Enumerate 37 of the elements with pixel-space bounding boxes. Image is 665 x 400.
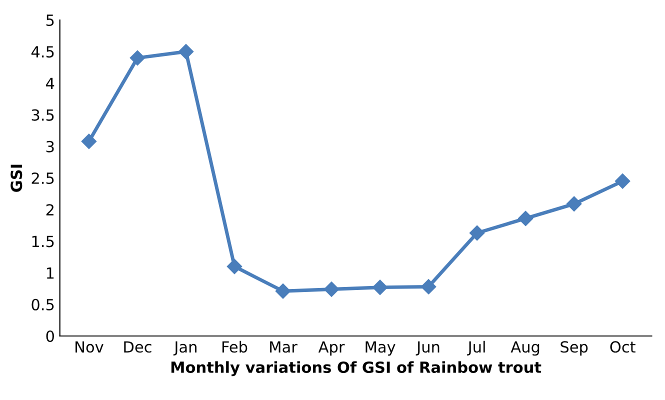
- point: [275, 284, 291, 299]
- y-tick-label: 0: [46, 330, 54, 342]
- point: [566, 196, 582, 212]
- y-tick-label: 2: [46, 204, 54, 216]
- y-tick-label: 3.5: [32, 109, 54, 121]
- x-tick-label: Feb: [222, 340, 248, 353]
- point: [615, 174, 630, 189]
- y-tick-label: 1.5: [32, 236, 54, 248]
- x-tick-label: Sep: [560, 341, 588, 356]
- point: [226, 258, 242, 274]
- point: [420, 279, 436, 294]
- x-tick-label: Jul: [467, 340, 485, 356]
- x-tick-label: Apr: [318, 341, 345, 356]
- point: [81, 134, 97, 149]
- point: [178, 44, 194, 60]
- x-tick-label: Jun: [416, 341, 440, 356]
- y-tick-label: 1: [46, 267, 54, 279]
- x-tick-label: Jan: [173, 341, 196, 356]
- x-tick-label: Dec: [124, 341, 152, 353]
- y-tick-label: 5: [46, 14, 54, 26]
- point: [518, 210, 534, 226]
- point: [469, 225, 485, 241]
- y-tick-label: 4.5: [31, 46, 54, 58]
- x-axis-title: Monthly variations Of GSI of Rainbow trout: [171, 361, 542, 376]
- x-tick-label: Mar: [270, 341, 298, 353]
- y-tick-label: 0.5: [32, 298, 54, 310]
- x-tick-label: Aug: [510, 341, 540, 356]
- y-tick-label: 3: [46, 140, 54, 152]
- x-tick-label: May: [366, 341, 396, 356]
- point: [372, 280, 388, 295]
- point: [324, 282, 340, 297]
- x-tick-label: Nov: [76, 341, 104, 353]
- x-tick-label: Oct: [610, 341, 636, 353]
- point: [130, 50, 146, 66]
- y-tick-label: 4: [46, 78, 54, 90]
- y-axis-title: GSI: [10, 164, 22, 192]
- y-tick-label: 2.5: [32, 172, 54, 184]
